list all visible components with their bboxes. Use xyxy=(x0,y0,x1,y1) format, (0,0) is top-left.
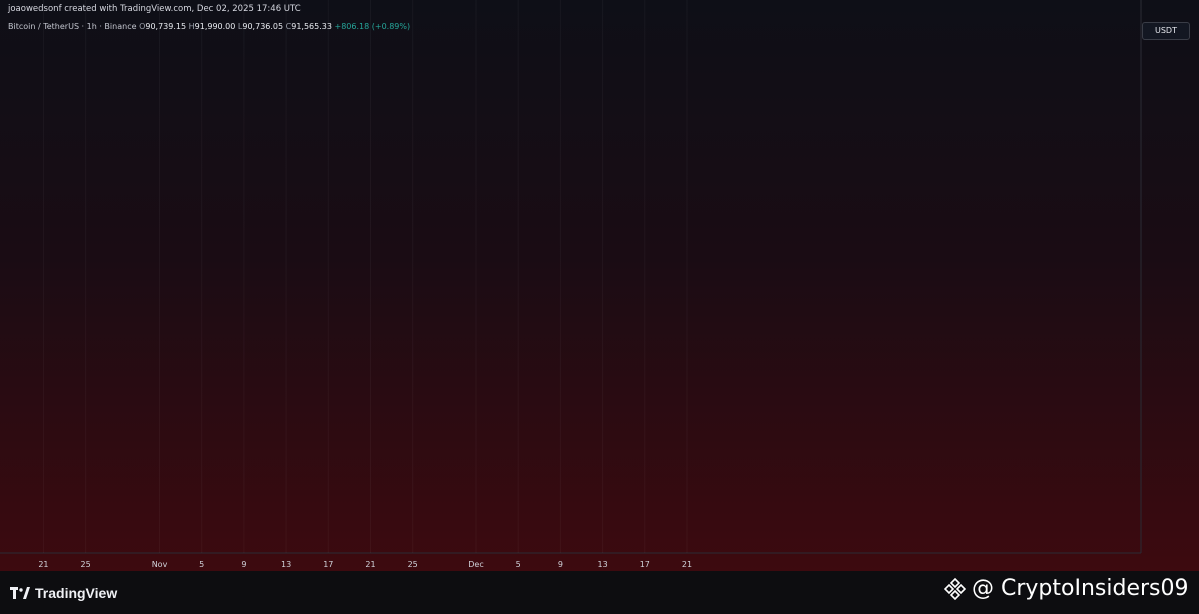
symbol-name: Bitcoin / TetherUS · 1h · Binance xyxy=(8,22,137,31)
creator-line: joaowedsonf created with TradingView.com… xyxy=(8,4,301,14)
time-tick-label: 5 xyxy=(199,560,204,569)
watermark: @ CryptoInsiders09 xyxy=(944,576,1188,601)
watermark-text: @ CryptoInsiders09 xyxy=(972,576,1189,601)
tradingview-logo-icon xyxy=(10,587,30,599)
symbol-legend[interactable]: Bitcoin / TetherUS · 1h · Binance O90,73… xyxy=(8,22,410,31)
low-label: L xyxy=(237,22,243,31)
binance-icon xyxy=(944,577,966,600)
tradingview-logo[interactable]: TradingView xyxy=(10,585,117,601)
change-value: +806.18 (+0.89%) xyxy=(334,22,411,31)
time-tick-label: 21 xyxy=(365,560,375,569)
time-tick-label: Dec xyxy=(468,560,483,569)
time-tick-label: 17 xyxy=(640,560,650,569)
tradingview-brand: TradingView xyxy=(35,585,118,601)
time-tick-label: 21 xyxy=(38,560,48,569)
footer-bar xyxy=(0,571,1199,614)
high-value: 91,990.00 xyxy=(194,22,236,31)
close-value: 91,565.33 xyxy=(291,22,332,31)
time-tick-label: Nov xyxy=(152,560,168,569)
open-label: O xyxy=(139,22,146,31)
time-tick-label: 21 xyxy=(682,560,692,569)
time-tick-label: 13 xyxy=(598,560,608,569)
open-value: 90,739.15 xyxy=(145,22,187,31)
time-tick-label: 17 xyxy=(323,560,333,569)
low-value: 90,736.05 xyxy=(242,22,284,31)
time-tick-label: 9 xyxy=(241,560,246,569)
time-tick-label: 25 xyxy=(408,560,418,569)
time-axis: 21 25 Nov 5 9 13 17 21 25 Dec 5 9 13 17 21 xyxy=(38,560,692,569)
currency-button[interactable]: USDT xyxy=(1142,22,1190,40)
price-chart[interactable]: 106,000.00104,000.00102,000.00100,000.00… xyxy=(0,0,1199,571)
time-tick-label: 5 xyxy=(516,560,521,569)
time-tick-label: 9 xyxy=(558,560,563,569)
time-tick-label: 13 xyxy=(281,560,291,569)
time-tick-label: 25 xyxy=(81,560,91,569)
chart-background xyxy=(0,0,1199,571)
close-label: C xyxy=(285,22,292,31)
grid xyxy=(0,0,1141,553)
high-label: H xyxy=(188,22,195,31)
